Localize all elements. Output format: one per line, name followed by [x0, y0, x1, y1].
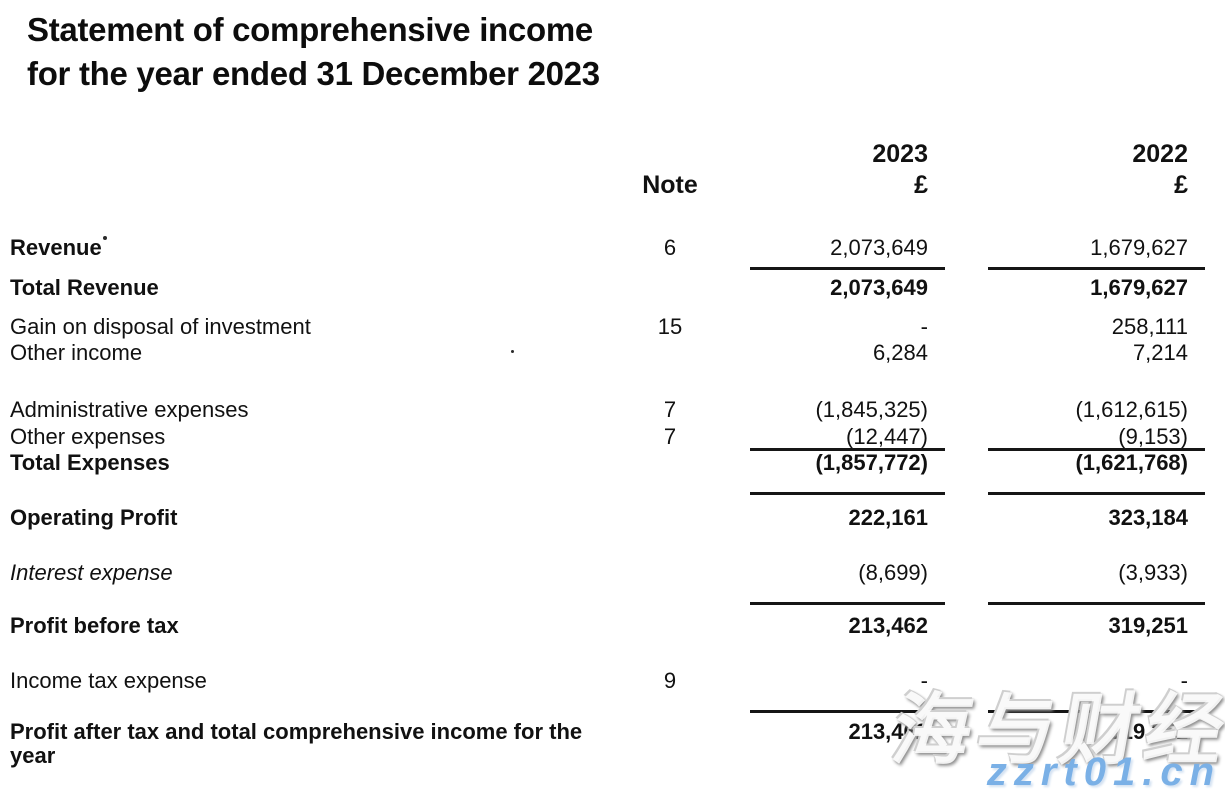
row-value-2023: 2,073,649	[830, 235, 928, 260]
row-value-2023: (12,447)	[846, 424, 928, 449]
row-label: Administrative expenses	[10, 397, 249, 422]
table-row-gain-on-disposal: Gain on disposal of investment 15 - 258,…	[0, 315, 1225, 341]
sum-rule	[750, 602, 945, 605]
table-row-income-tax-expense: Income tax expense 9 - -	[0, 669, 1225, 695]
row-label: Revenue	[10, 235, 102, 260]
row-label: Profit before tax	[10, 613, 179, 638]
row-label: Income tax expense	[10, 668, 207, 693]
header-currency-2023: £	[914, 171, 928, 199]
row-value-2023: 222,161	[848, 505, 928, 530]
row-value-2022: 319,251	[1108, 613, 1188, 638]
row-label: Other income	[10, 340, 143, 365]
title-line-1: Statement of comprehensive income	[27, 11, 593, 48]
row-value-2022: (9,153)	[1118, 424, 1188, 449]
row-value-2023: (1,845,325)	[815, 397, 928, 422]
sum-rule	[988, 602, 1205, 605]
header-currency-2022: £	[1174, 171, 1188, 199]
row-value-2023: 213,462	[848, 719, 928, 744]
row-value-2022: 1,679,627	[1090, 235, 1188, 260]
table-row-other-expenses: Other expenses 7 (12,447) (9,153)	[0, 425, 1225, 451]
row-label: Gain on disposal of investment	[10, 314, 311, 339]
table-row-revenue: Revenue 6 2,073,649 1,679,627	[0, 236, 1225, 262]
table-row-profit-before-tax: Profit before tax 213,462 319,251	[0, 614, 1225, 640]
scan-speck	[511, 350, 514, 353]
row-value-2023: 2,073,649	[830, 275, 928, 300]
row-label: Profit after tax and total comprehensive…	[10, 719, 583, 768]
sum-rule	[750, 710, 945, 713]
row-note: 9	[663, 668, 677, 693]
row-value-2023: (8,699)	[858, 560, 928, 585]
row-label: Total Expenses	[10, 450, 170, 475]
table-row-profit-after-tax: Profit after tax and total comprehensive…	[0, 720, 1225, 778]
row-note: 7	[663, 397, 677, 422]
row-value-2022: 1,679,627	[1090, 275, 1188, 300]
sum-rule	[988, 492, 1205, 495]
header-year-2023: 2023	[872, 140, 928, 168]
header-note: Note	[642, 171, 698, 199]
page-title: Statement of comprehensive income for th…	[27, 8, 600, 96]
sum-rule	[750, 267, 945, 270]
row-note: 7	[663, 424, 677, 449]
table-row-total-revenue: Total Revenue 2,073,649 1,679,627	[0, 276, 1225, 302]
row-value-2022: -	[1180, 668, 1188, 693]
sum-rule	[988, 710, 1205, 713]
table-header-years: 2023 2022	[0, 142, 1225, 168]
header-year-2022: 2022	[1132, 140, 1188, 168]
row-value-2023: (1,857,772)	[815, 450, 928, 475]
row-value-2022: (3,933)	[1118, 560, 1188, 585]
sum-rule	[750, 492, 945, 495]
table-row-total-expenses: Total Expenses (1,857,772) (1,621,768)	[0, 451, 1225, 477]
sum-rule	[988, 448, 1205, 451]
table-row-administrative-expenses: Administrative expenses 7 (1,845,325) (1…	[0, 398, 1225, 424]
title-line-2: for the year ended 31 December 2023	[27, 55, 600, 92]
row-value-2023: 6,284	[872, 340, 928, 365]
sum-rule	[988, 267, 1205, 270]
table-header-note-currency: Note £ £	[0, 173, 1225, 199]
row-label: Total Revenue	[10, 275, 159, 300]
row-value-2022: (1,612,615)	[1075, 397, 1188, 422]
row-note: 6	[663, 235, 677, 260]
row-value-2023: -	[920, 668, 928, 693]
row-value-2022: 258,111	[1111, 314, 1188, 339]
row-note: 15	[657, 314, 683, 339]
row-label: Operating Profit	[10, 505, 178, 530]
table-row-operating-profit: Operating Profit 222,161 323,184	[0, 506, 1225, 532]
table-row-other-income: Other income 6,284 7,214	[0, 341, 1225, 367]
row-value-2022: (1,621,768)	[1075, 450, 1188, 475]
sum-rule	[750, 448, 945, 451]
row-value-2022: 7,214	[1132, 340, 1188, 365]
table-row-interest-expense: Interest expense (8,699) (3,933)	[0, 561, 1225, 587]
row-label: Other expenses	[10, 424, 166, 449]
row-value-2022: 319,251	[1108, 719, 1188, 744]
row-value-2023: 213,462	[848, 613, 928, 638]
scan-speck	[103, 236, 107, 240]
row-value-2023: -	[920, 314, 928, 339]
row-value-2022: 323,184	[1108, 505, 1188, 530]
row-label: Interest expense	[10, 560, 173, 585]
